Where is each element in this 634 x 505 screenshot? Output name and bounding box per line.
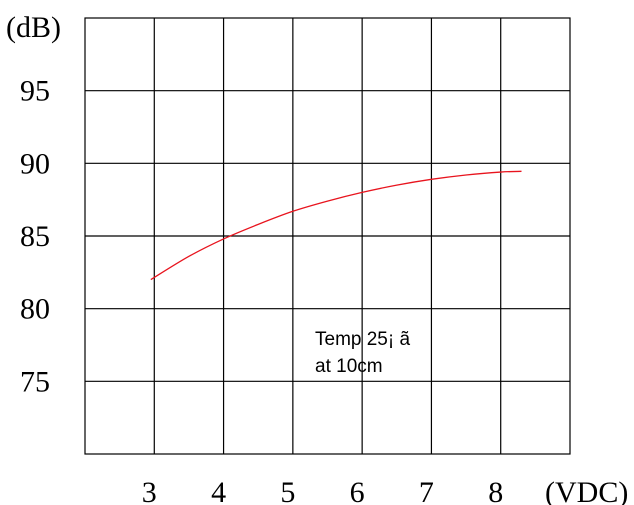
y-tick-label-85: 85 xyxy=(20,220,50,253)
x-tick-label-3: 3 xyxy=(142,476,157,505)
x-tick-label-5: 5 xyxy=(280,476,295,505)
x-axis-ticks: 3 4 5 6 7 8 xyxy=(142,476,503,505)
annotation-distance: at 10cm xyxy=(315,356,383,377)
x-tick-label-6: 6 xyxy=(350,476,365,505)
x-tick-label-7: 7 xyxy=(419,476,434,505)
y-tick-label-90: 90 xyxy=(20,147,50,180)
y-axis-ticks: 75 80 85 90 95 xyxy=(20,75,50,399)
x-tick-label-8: 8 xyxy=(488,476,503,505)
x-tick-label-4: 4 xyxy=(211,476,226,505)
series-line-0 xyxy=(150,170,522,281)
plot-frame xyxy=(84,17,571,455)
y-tick-label-80: 80 xyxy=(20,293,50,326)
annotation-temp: Temp 25¡ ã xyxy=(315,329,410,350)
y-axis-unit-label: (dB) xyxy=(6,11,61,44)
grid xyxy=(85,18,570,454)
series-layer xyxy=(150,170,522,281)
y-tick-label-95: 95 xyxy=(20,75,50,108)
y-tick-label-75: 75 xyxy=(20,365,50,398)
x-axis-unit-label: (VDC) xyxy=(545,476,628,505)
